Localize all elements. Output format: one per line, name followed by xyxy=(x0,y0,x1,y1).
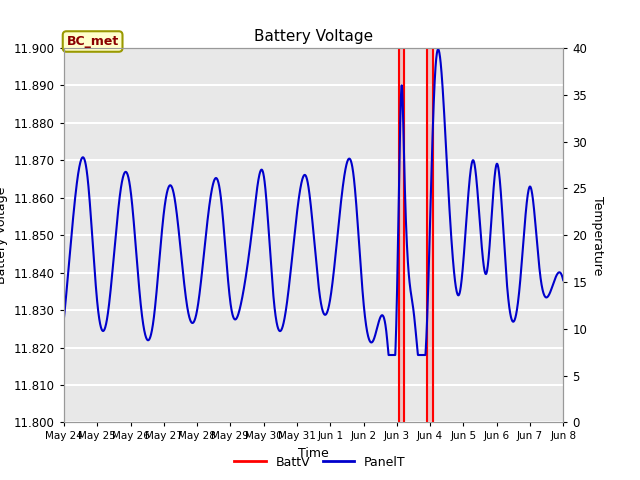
Legend: BattV, PanelT: BattV, PanelT xyxy=(229,451,411,474)
Y-axis label: Battery Voltage: Battery Voltage xyxy=(0,187,8,284)
Bar xyxy=(399,48,404,422)
Bar xyxy=(427,48,433,422)
Title: Battery Voltage: Battery Voltage xyxy=(254,29,373,44)
X-axis label: Time: Time xyxy=(298,447,329,460)
Text: BC_met: BC_met xyxy=(67,35,119,48)
Y-axis label: Temperature: Temperature xyxy=(591,195,604,275)
